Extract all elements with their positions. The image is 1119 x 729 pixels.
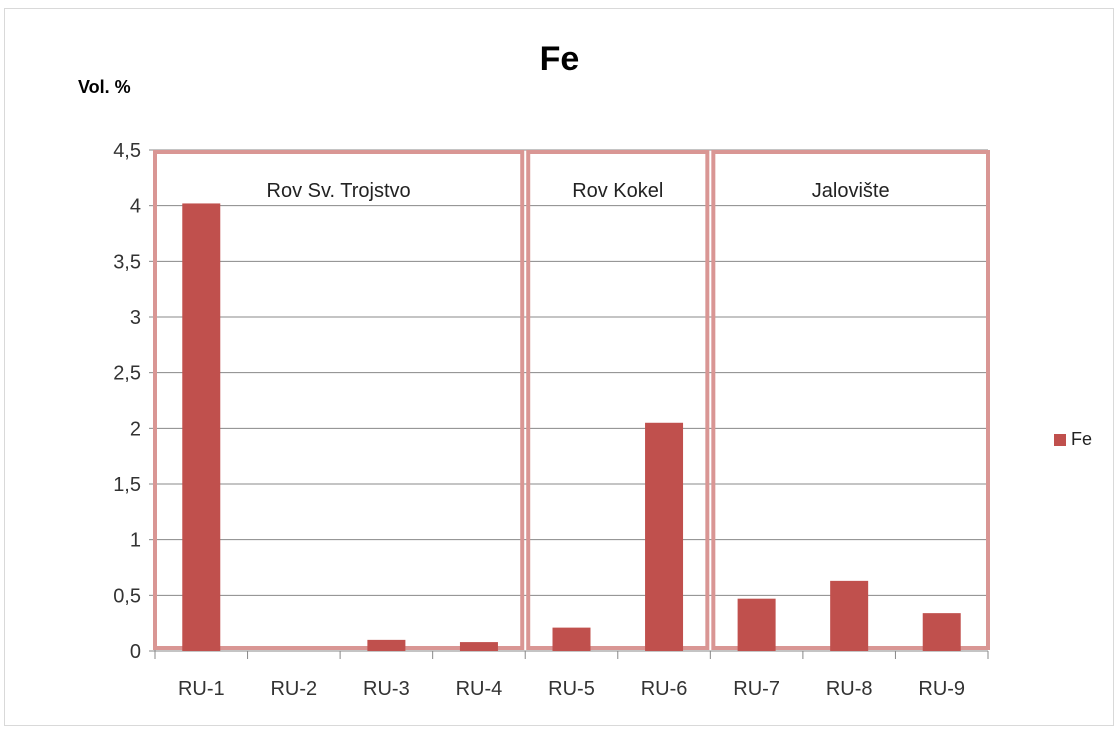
y-tick-label: 1 (130, 530, 141, 552)
x-tick-label: RU-9 (918, 678, 965, 700)
y-tick-label: 3,5 (113, 251, 141, 273)
x-tick-label: RU-7 (733, 678, 780, 700)
y-tick-label: 2,5 (113, 363, 141, 385)
y-tick-label: 2 (130, 418, 141, 440)
x-tick-label: RU-8 (826, 678, 873, 700)
group-box (711, 150, 990, 650)
y-tick-label: 0,5 (113, 585, 141, 607)
y-tick-label: 4 (130, 196, 141, 218)
y-tick-label: 3 (130, 307, 141, 329)
legend: Fe (1054, 429, 1092, 450)
group-label: Rov Sv. Trojstvo (267, 180, 411, 202)
group-label: Rov Kokel (572, 180, 663, 202)
y-tick-label: 1,5 (113, 474, 141, 496)
group-label: Jalovište (812, 180, 890, 202)
bar (182, 203, 221, 651)
bar (367, 639, 406, 651)
bar (645, 422, 684, 651)
bar (737, 598, 776, 651)
bar (552, 627, 591, 651)
y-tick-label: 0 (130, 641, 141, 663)
y-axis-label: Vol. % (78, 77, 131, 97)
chart-title: Fe (539, 40, 580, 78)
bar (922, 613, 961, 651)
x-tick-label: RU-4 (456, 678, 503, 700)
group-box (526, 150, 710, 650)
legend-swatch (1054, 433, 1066, 446)
y-tick-label: 4,5 (113, 140, 141, 162)
legend-label: Fe (1071, 429, 1093, 449)
x-tick-label: RU-2 (270, 678, 317, 700)
x-tick-label: RU-5 (548, 678, 595, 700)
x-tick-label: RU-3 (363, 678, 410, 700)
x-tick-label: RU-1 (178, 678, 225, 700)
bar (459, 642, 498, 651)
x-tick-label: RU-6 (641, 678, 688, 700)
group-box (153, 150, 525, 650)
bar (830, 580, 869, 651)
